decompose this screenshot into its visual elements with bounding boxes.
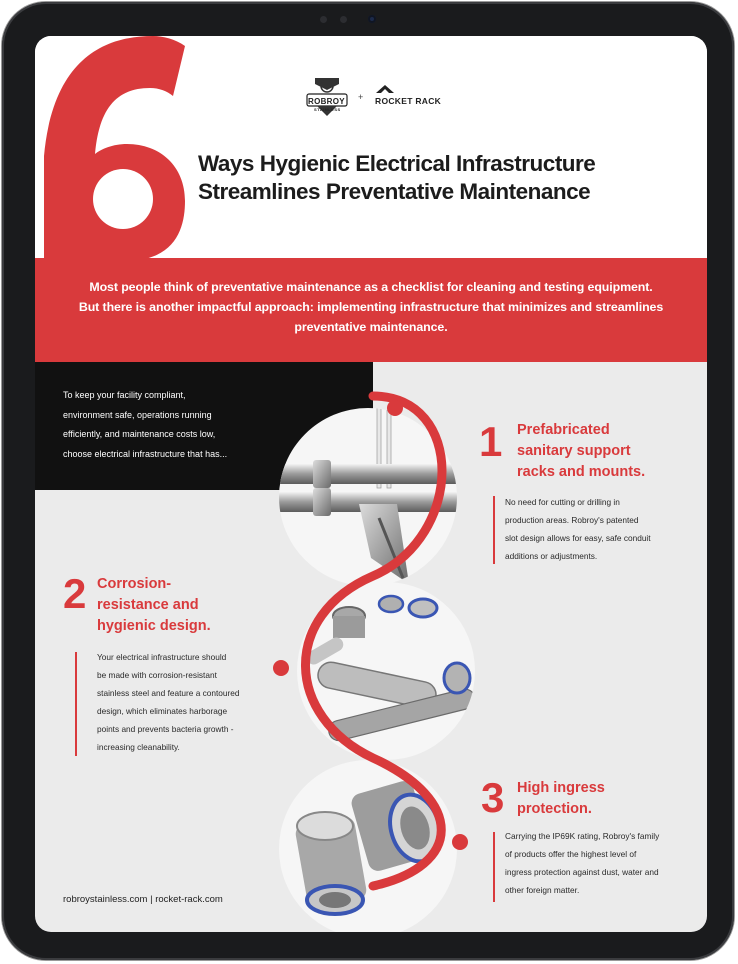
intro-line: choose electrical infrastructure that ha… — [63, 448, 228, 459]
sensor-icon — [340, 16, 347, 23]
front-camera-bar — [318, 13, 428, 25]
feature-title: Corrosion- resistance and hygienic desig… — [97, 574, 211, 637]
intro-text: To keep your facility compliant, environ… — [63, 386, 303, 464]
feature-desc-line: production areas. Robroy's patented — [505, 515, 639, 525]
feature-title-line: sanitary support — [517, 443, 631, 459]
feature-divider — [493, 496, 495, 564]
feature-divider — [75, 652, 77, 756]
feature-description: Your electrical infrastructure should be… — [97, 648, 297, 756]
page-title: Ways Hygienic Electrical Infrastructure … — [198, 150, 698, 206]
feature-divider — [493, 832, 495, 902]
shield-crest-icon — [306, 78, 348, 116]
feature-number: 1 — [479, 418, 503, 465]
intro-line: efficiently, and maintenance costs low, — [63, 429, 216, 439]
feature-desc-line: Your electrical infrastructure should — [97, 652, 227, 662]
brand-robroy-label: ROBROY — [308, 97, 345, 106]
feature-desc-line: stainless steel and feature a contoured — [97, 688, 240, 698]
feature-title-line: resistance and — [97, 597, 199, 613]
title-line-2: Streamlines Preventative Maintenance — [198, 179, 591, 204]
infographic-screen: 6 ROBROY STAINLESS + ROCKET RACK Ways Hy… — [35, 36, 707, 932]
curve-dot — [452, 834, 468, 850]
big-number-six — [44, 36, 185, 261]
feature-desc-line: increasing cleanability. — [97, 742, 180, 752]
feature-desc-line: slot design allows for easy, safe condui… — [505, 533, 651, 543]
feature-description: Carrying the IP69K rating, Robroy's fami… — [505, 827, 705, 899]
curve-dot — [387, 400, 403, 416]
curve-dot — [273, 660, 289, 676]
feature-desc-line: No need for cutting or drilling in — [505, 497, 620, 507]
feature-desc-line: be made with corrosion-resistant — [97, 670, 217, 680]
brand-plus: + — [358, 92, 364, 102]
feature-desc-line: design, which eliminates harborage — [97, 706, 228, 716]
feature-description: No need for cutting or drilling in produ… — [505, 493, 705, 565]
banner-line: But there is another impactful approach:… — [78, 300, 664, 314]
feature-desc-line: points and prevents bacteria growth - — [97, 724, 234, 734]
feature-desc-line: ingress protection against dust, water a… — [505, 867, 659, 877]
feature-desc-line: other foreign matter. — [505, 885, 580, 895]
rocket-chevron-icon — [376, 85, 394, 93]
banner-text: Most people think of preventative mainte… — [57, 277, 685, 337]
feature-desc-line: of products offer the highest level of — [505, 849, 637, 859]
brand-robroy-sub: STAINLESS — [314, 107, 341, 112]
feature-title-line: protection. — [517, 801, 592, 817]
brand-logos: ROBROY STAINLESS + ROCKET RACK — [305, 76, 475, 120]
feature-title-line: hygienic design. — [97, 618, 211, 634]
feature-desc-line: Carrying the IP69K rating, Robroy's fami… — [505, 831, 660, 841]
feature-title-line: Prefabricated — [517, 422, 610, 438]
camera-lens-icon — [368, 15, 376, 23]
rack-photo — [279, 408, 457, 586]
feature-title: Prefabricated sanitary support racks and… — [517, 420, 645, 483]
connector-curve — [273, 391, 468, 891]
sensor-icon — [320, 16, 327, 23]
banner-line: preventative maintenance. — [294, 320, 448, 334]
feature-number: 2 — [63, 570, 87, 617]
intro-banner: Most people think of preventative mainte… — [35, 258, 707, 362]
feature-desc-line: additions or adjustments. — [505, 551, 598, 561]
feature-number: 3 — [481, 774, 505, 821]
brand-rocket-label: ROCKET RACK — [375, 96, 442, 106]
banner-line: Most people think of preventative mainte… — [89, 280, 653, 294]
feature-title-line: racks and mounts. — [517, 464, 646, 480]
ingress-fittings-photo — [279, 760, 457, 932]
footer-links: robroystainless.com | rocket-rack.com — [63, 894, 223, 905]
feature-title-line: Corrosion- — [97, 576, 172, 592]
intro-line: To keep your facility compliant, — [63, 390, 186, 400]
intro-line: environment safe, operations running — [63, 409, 212, 420]
feature-title: High ingress protection. — [517, 778, 605, 820]
feature-title-line: High ingress — [517, 780, 605, 796]
title-line-1: Ways Hygienic Electrical Infrastructure — [198, 151, 596, 176]
